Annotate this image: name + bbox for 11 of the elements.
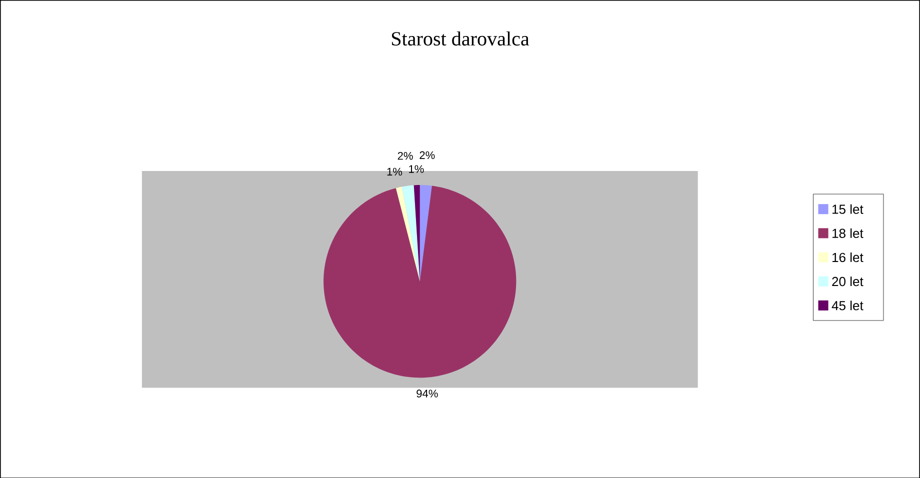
legend-label: 16 let: [832, 252, 864, 262]
legend-label: 20 let: [832, 276, 864, 286]
legend-label: 18 let: [832, 228, 864, 238]
legend-label: 15 let: [832, 204, 864, 214]
legend-label: 45 let: [832, 300, 864, 310]
chart-title: Starost darovalca: [392, 31, 530, 46]
data-label: 2%: [420, 151, 435, 159]
data-label: 2%: [398, 152, 413, 160]
data-label: 94%: [416, 389, 438, 398]
data-label: 1%: [387, 168, 402, 176]
data-label: 1%: [409, 164, 424, 173]
